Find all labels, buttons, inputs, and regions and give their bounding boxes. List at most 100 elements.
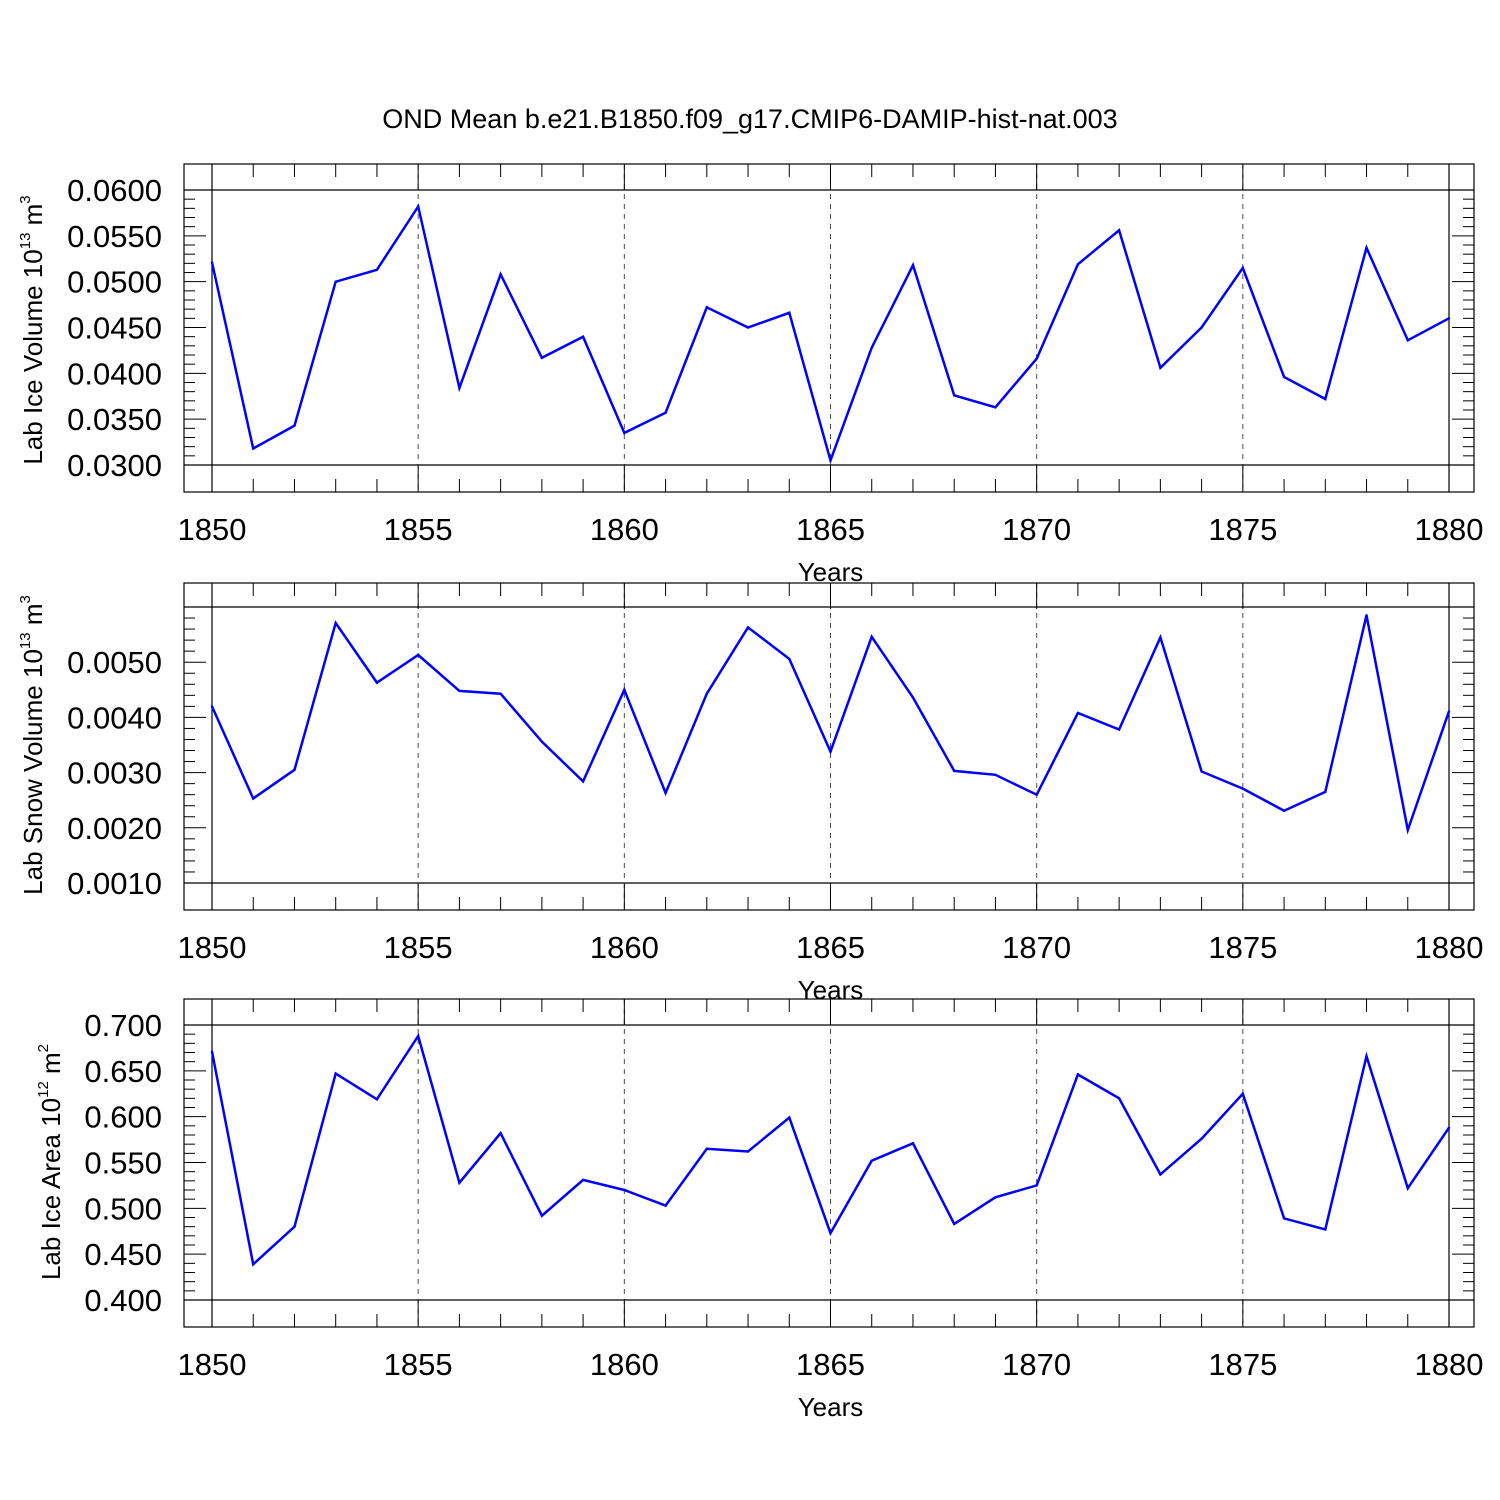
x-tick-label: 1860 xyxy=(590,930,659,965)
x-tick-label: 1850 xyxy=(178,930,247,965)
y-tick-label: 0.600 xyxy=(84,1100,162,1135)
data-point-1852 xyxy=(293,424,296,427)
data-point-1878 xyxy=(1365,246,1368,249)
data-point-1858 xyxy=(540,356,544,359)
y-axis-label-unit: m xyxy=(36,1052,66,1081)
x-tick-label: 1870 xyxy=(1002,930,1071,965)
y-tick-label: 0.0010 xyxy=(67,866,162,901)
data-point-1852 xyxy=(293,768,296,772)
data-point-1867 xyxy=(911,263,915,267)
data-point-1857 xyxy=(499,1131,502,1135)
data-point-1879 xyxy=(1406,339,1409,342)
panel-2: 0.0010 0.0020 0.0030 0.0040 0.0050 1850 1855 18… xyxy=(17,582,1484,1005)
y-axis-label: Lab Ice Area 1012 m2 xyxy=(35,1044,66,1280)
data-point-1879 xyxy=(1406,828,1409,832)
x-axis-label: Years xyxy=(798,557,864,587)
x-tick-label: 1850 xyxy=(178,512,247,547)
y-tick-label: 0.0550 xyxy=(67,219,162,254)
data-point-1867 xyxy=(911,1142,915,1145)
x-tick-label: 1880 xyxy=(1415,1347,1484,1382)
data-point-1851 xyxy=(252,1263,255,1266)
y-tick-label: 0.0450 xyxy=(67,311,162,346)
data-point-1853 xyxy=(334,621,337,625)
y-axis-label-unit: m xyxy=(18,204,48,233)
y-tick-label: 0.0600 xyxy=(67,173,162,208)
data-point-1871 xyxy=(1076,1073,1080,1076)
data-point-1871 xyxy=(1076,711,1080,715)
y-axis-label-exp: 13 xyxy=(17,632,34,649)
data-point-1865 xyxy=(829,1231,832,1235)
x-tick-label: 1875 xyxy=(1208,1347,1277,1382)
data-point-1856 xyxy=(458,689,461,693)
data-point-1858 xyxy=(540,740,544,743)
x-tick-label: 1870 xyxy=(1002,512,1071,547)
data-point-1876 xyxy=(1282,375,1286,379)
y-tick-label: 0.0020 xyxy=(67,811,162,846)
data-point-1861 xyxy=(664,791,667,795)
data-point-1853 xyxy=(334,280,337,283)
data-point-1850 xyxy=(210,705,214,708)
x-tick-label: 1880 xyxy=(1415,930,1484,965)
y-axis-label: Lab Ice Volume 1013 m3 xyxy=(17,195,48,464)
y-tick-label: 0.650 xyxy=(84,1054,162,1089)
data-point-1854 xyxy=(375,1098,379,1101)
data-point-1875 xyxy=(1241,266,1245,270)
data-point-1865 xyxy=(829,459,832,462)
y-tick-label: 0.0050 xyxy=(67,645,162,680)
data-point-1862 xyxy=(705,692,708,695)
data-point-1857 xyxy=(499,692,502,695)
data-point-1863 xyxy=(746,1150,750,1153)
data-point-1854 xyxy=(375,268,379,271)
data-point-1860 xyxy=(623,688,626,691)
data-point-1850 xyxy=(210,1050,214,1053)
data-point-1869 xyxy=(994,773,997,777)
data-point-1872 xyxy=(1117,728,1121,731)
data-point-1870 xyxy=(1035,357,1038,360)
data-point-1857 xyxy=(499,273,502,276)
data-point-1859 xyxy=(581,1178,585,1182)
data-point-1864 xyxy=(788,1116,791,1119)
data-point-1854 xyxy=(375,681,379,684)
y-tick-label: 0.400 xyxy=(84,1283,162,1318)
x-tick-label: 1860 xyxy=(590,1347,659,1382)
chart-title: OND Mean b.e21.B1850.f09_g17.CMIP6-DAMIP… xyxy=(382,104,1117,134)
data-point-1875 xyxy=(1241,1092,1245,1095)
panel-1: 0.0300 0.0350 0.0400 0.0450 0.0500 0.0550 0.06… xyxy=(17,163,1483,587)
data-point-1873 xyxy=(1159,1173,1162,1176)
x-tick-label: 1875 xyxy=(1208,930,1277,965)
data-point-1866 xyxy=(870,635,873,639)
y-axis-label-exp: 12 xyxy=(35,1081,52,1098)
y-axis-label-main: Lab Ice Volume 10 xyxy=(18,249,48,464)
data-point-1873 xyxy=(1159,636,1162,639)
y-tick-label: 0.0500 xyxy=(67,265,162,300)
data-point-1873 xyxy=(1159,366,1162,370)
data-point-1865 xyxy=(829,750,832,753)
x-tick-label: 1870 xyxy=(1002,1347,1071,1382)
y-axis-label-exp: 13 xyxy=(17,233,34,250)
x-axis-label: Years xyxy=(798,1392,864,1422)
data-point-1862 xyxy=(705,1147,708,1150)
data-point-1867 xyxy=(911,696,915,699)
data-point-1856 xyxy=(458,1181,461,1184)
x-tick-label: 1855 xyxy=(384,930,453,965)
data-point-1870 xyxy=(1035,1184,1038,1187)
data-point-1864 xyxy=(788,657,791,661)
data-point-1874 xyxy=(1200,770,1203,773)
data-point-1856 xyxy=(458,386,461,390)
data-point-1863 xyxy=(746,326,750,329)
data-point-1869 xyxy=(994,406,997,409)
data-point-1860 xyxy=(623,431,626,435)
y-axis-label-unit-exp: 3 xyxy=(17,195,34,203)
data-point-1859 xyxy=(581,335,585,338)
y-axis-label-unit-exp: 2 xyxy=(35,1044,52,1052)
data-point-1880 xyxy=(1447,1126,1451,1129)
data-point-1866 xyxy=(870,346,873,349)
data-point-1871 xyxy=(1076,263,1080,266)
data-point-1855 xyxy=(416,205,420,208)
data-point-1864 xyxy=(788,311,791,315)
data-point-1863 xyxy=(746,626,750,629)
x-tick-label: 1865 xyxy=(796,512,865,547)
x-tick-label: 1860 xyxy=(590,512,659,547)
data-point-1866 xyxy=(870,1159,873,1162)
